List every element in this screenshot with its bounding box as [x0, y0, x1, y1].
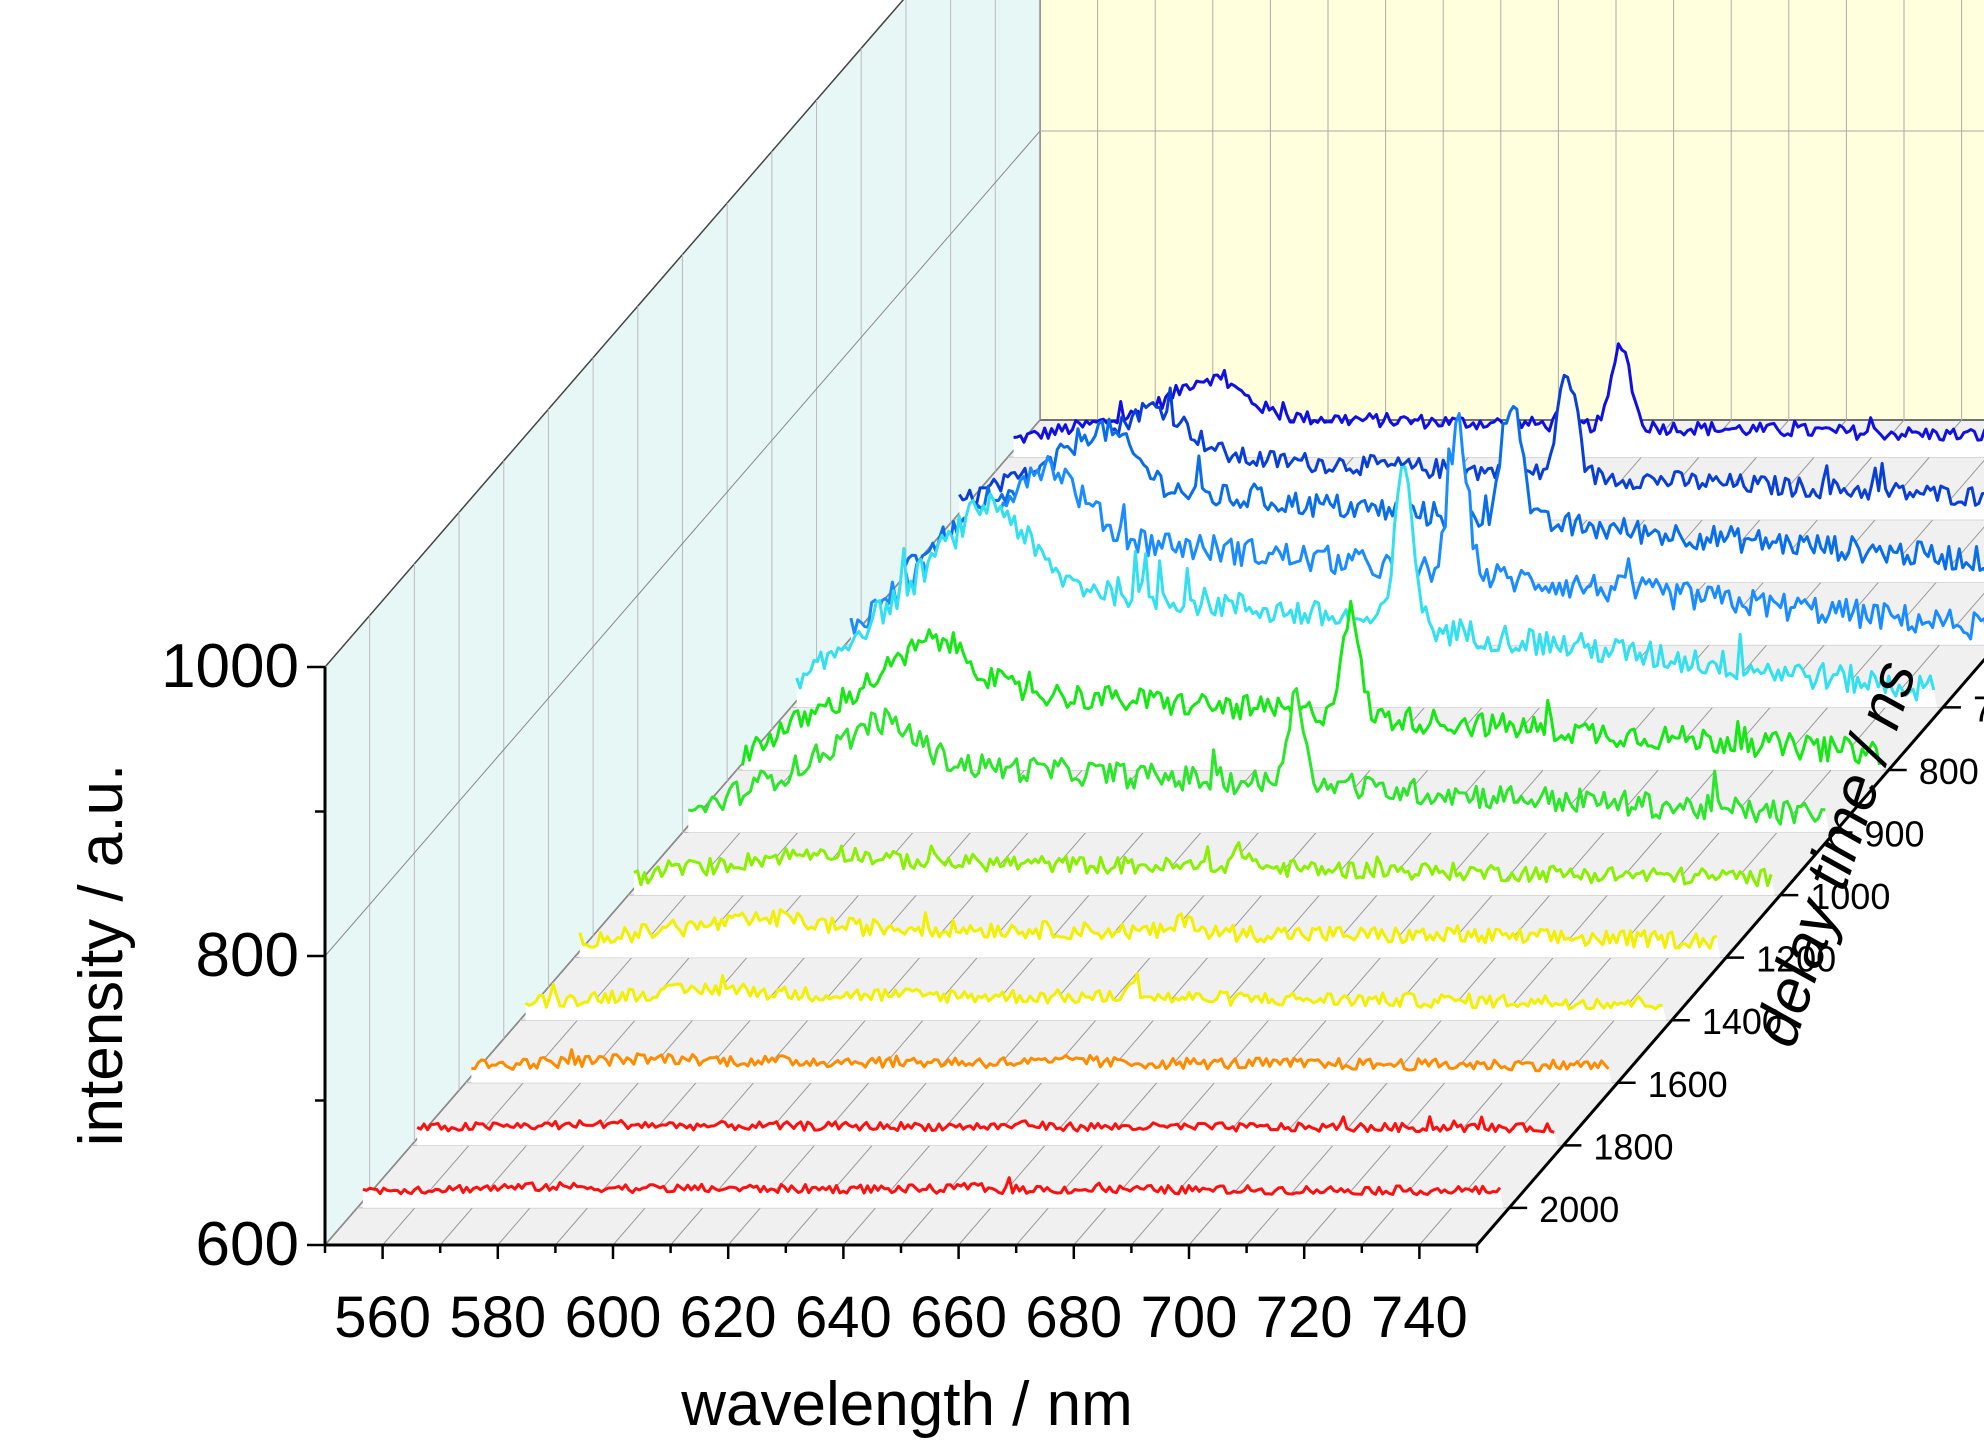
series-line [741, 599, 1881, 766]
z-axis-title: intensity / a.u. [67, 764, 136, 1147]
series-line [471, 1048, 1610, 1073]
z-tick-label: 600 [196, 1210, 299, 1279]
series-mask [634, 842, 1775, 896]
x-axis-title: wavelength / nm [680, 1370, 1132, 1439]
x-tick-label: 700 [1141, 1285, 1238, 1350]
depth-tick-label: 1800 [1593, 1126, 1673, 1167]
series-mask [362, 1177, 1504, 1208]
series-mask [525, 973, 1667, 1021]
series-line [688, 687, 1826, 826]
series-line [958, 373, 1984, 507]
depth-tick-label: 1600 [1648, 1064, 1728, 1105]
series-line [362, 1176, 1502, 1197]
series-mask [417, 1116, 1558, 1146]
x-tick-label: 740 [1371, 1285, 1468, 1350]
x-tick-label: 620 [680, 1285, 777, 1350]
sidewall-hline [324, 130, 1041, 957]
x-tick-label: 720 [1256, 1285, 1353, 1350]
series-mask [471, 1049, 1612, 1083]
depth-tick-label: 700 [1973, 688, 1984, 729]
series-line [849, 412, 1984, 641]
series-line [795, 465, 1936, 702]
depth-tick-label: 800 [1919, 751, 1979, 792]
depth-tick-label: 900 [1865, 814, 1925, 855]
depth-tick-label: 1400 [1702, 1001, 1782, 1042]
depth-tick-label: 1200 [1756, 939, 1836, 980]
depth-tick-label: 2000 [1539, 1189, 1619, 1230]
series-line [1013, 342, 1984, 444]
x-tick-label: 560 [334, 1285, 431, 1350]
x-tick-label: 580 [449, 1285, 546, 1350]
x-tick-label: 660 [910, 1285, 1007, 1350]
series-mask [742, 601, 1883, 770]
series-line [633, 841, 1773, 888]
series-mask [688, 688, 1829, 833]
x-tick-label: 680 [1025, 1285, 1122, 1350]
z-tick-label: 1000 [161, 632, 299, 701]
series-line [524, 971, 1663, 1011]
series-line [416, 1115, 1555, 1134]
back-wall [1039, 0, 1984, 421]
series-mask [1013, 343, 1984, 458]
series-line [903, 404, 1984, 572]
series-mask [796, 466, 1938, 708]
z-tick-label: 800 [196, 921, 299, 990]
chart-series [362, 342, 1984, 1208]
depth-tick-label: 1000 [1810, 876, 1890, 917]
series-mask [579, 909, 1721, 958]
series-line [578, 908, 1718, 950]
chart-axes: 560 580 600 620 640 660 680 700 720 740 600 800 1000… [161, 632, 1984, 1350]
x-tick-label: 640 [795, 1285, 892, 1350]
series-mask [905, 406, 1984, 583]
x-tick-label: 600 [565, 1285, 662, 1350]
